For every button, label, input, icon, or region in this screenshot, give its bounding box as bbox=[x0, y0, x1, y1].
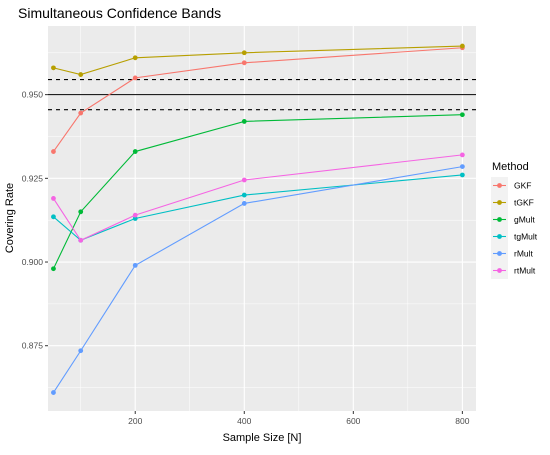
y-tick-label: 0.875 bbox=[22, 341, 44, 351]
legend-point-rmult bbox=[497, 251, 502, 256]
chart-title: Simultaneous Confidence Bands bbox=[18, 5, 221, 21]
data-point-tgkf bbox=[459, 43, 465, 49]
legend-point-rtmult bbox=[497, 268, 502, 273]
legend-point-gkf bbox=[497, 183, 502, 188]
data-point-tgkf bbox=[78, 72, 84, 77]
x-tick-label: 800 bbox=[455, 416, 469, 426]
legend-label-gkf: GKF bbox=[514, 181, 531, 191]
y-tick-label: 0.925 bbox=[22, 173, 44, 183]
legend-label-rtmult: rtMult bbox=[514, 266, 536, 276]
data-point-tgkf bbox=[241, 50, 247, 56]
data-point-tgmult bbox=[241, 192, 247, 198]
data-point-rtmult bbox=[51, 196, 56, 201]
legend-label-rmult: rMult bbox=[514, 249, 534, 259]
data-point-gmult bbox=[78, 209, 84, 215]
legend-point-gmult bbox=[497, 217, 502, 222]
y-tick-label: 0.950 bbox=[22, 90, 44, 100]
reference-lines bbox=[48, 79, 476, 111]
series-layer bbox=[51, 43, 465, 395]
x-tick-label: 400 bbox=[237, 416, 251, 426]
legend-label-tgkf: tGKF bbox=[514, 198, 534, 208]
data-point-gmult bbox=[132, 149, 138, 154]
x-axis-label: Sample Size [N] bbox=[223, 432, 302, 444]
data-point-tgmult bbox=[132, 216, 138, 221]
x-tick-label: 600 bbox=[346, 416, 360, 426]
data-point-rtmult bbox=[132, 212, 138, 218]
data-point-rtmult bbox=[78, 237, 84, 243]
data-point-gmult bbox=[241, 119, 247, 124]
data-point-tgmult bbox=[459, 172, 465, 178]
data-point-rmult bbox=[241, 201, 247, 206]
data-point-tgkf bbox=[132, 55, 138, 61]
y-tick-label: 0.900 bbox=[22, 257, 44, 267]
x-tick-label: 200 bbox=[128, 416, 142, 426]
legend-point-tgmult bbox=[497, 234, 502, 239]
legend-label-tgmult: tgMult bbox=[514, 232, 538, 242]
axes: 200 400 600 800 0.875 0.900 0.925 0.950 bbox=[22, 90, 470, 426]
legend-title: Method bbox=[492, 161, 529, 173]
data-point-gmult bbox=[459, 112, 465, 118]
legend-label-gmult: gMult bbox=[514, 215, 535, 225]
legend-point-tgkf bbox=[497, 200, 502, 205]
data-point-rmult bbox=[51, 390, 56, 395]
plot-panel bbox=[48, 26, 476, 411]
data-point-gmult bbox=[51, 266, 56, 272]
data-point-gkf bbox=[132, 75, 138, 81]
data-point-rtmult bbox=[241, 177, 247, 183]
data-point-rmult bbox=[132, 262, 138, 268]
data-point-rmult bbox=[78, 348, 84, 354]
data-point-gkf bbox=[78, 110, 84, 116]
data-point-tgkf bbox=[51, 65, 56, 71]
data-point-gkf bbox=[51, 149, 56, 154]
y-axis-label: Covering Rate bbox=[4, 183, 16, 253]
data-point-rmult bbox=[459, 164, 465, 170]
data-point-rtmult bbox=[459, 152, 465, 158]
data-point-gkf bbox=[241, 60, 247, 66]
data-point-tgmult bbox=[51, 214, 56, 220]
legend: Method GKF tGKF gMult tgMult rMult rtMult bbox=[491, 161, 538, 279]
